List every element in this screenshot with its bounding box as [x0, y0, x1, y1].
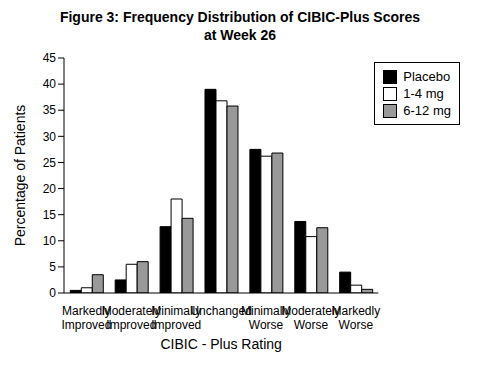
svg-text:25: 25 — [43, 156, 57, 170]
html-text:1-4 mg: 1-4 mg — [403, 86, 444, 101]
html-text:Markedly: Markedly — [62, 304, 111, 318]
html-text:Improved: Improved — [151, 318, 202, 332]
svg-text:10: 10 — [43, 234, 57, 248]
html-text:Placebo: Placebo — [403, 69, 451, 84]
html-text:Moderately: Moderately — [281, 304, 341, 318]
html-text:Figure 3: Frequency Distributi: Figure 3: Frequency Distribution of CIBI… — [59, 9, 421, 43]
svg-text:MarkedlyWorse: MarkedlyWorse — [332, 304, 381, 332]
html-text:Improved: Improved — [106, 318, 157, 332]
html-text:Minimally: Minimally — [151, 304, 202, 318]
svg-text:Unchanged: Unchanged — [190, 304, 252, 318]
svg-text:CIBIC - Plus Rating: CIBIC - Plus Rating — [160, 336, 281, 352]
svg-text:35: 35 — [43, 103, 57, 117]
svg-text:20: 20 — [43, 182, 57, 196]
html-text:Minimally: Minimally — [241, 304, 292, 318]
svg-text:0: 0 — [49, 286, 56, 300]
svg-text:40: 40 — [43, 77, 57, 91]
svg-text:45: 45 — [43, 51, 57, 65]
html-text:Improved: Improved — [61, 318, 112, 332]
svg-text:30: 30 — [43, 130, 57, 144]
svg-text:5: 5 — [49, 260, 56, 274]
svg-text:15: 15 — [43, 208, 57, 222]
html-text:6-12 mg: 6-12 mg — [403, 103, 451, 118]
html-text:Moderately: Moderately — [101, 304, 161, 318]
html-text:Worse: Worse — [248, 318, 284, 332]
html-text:Worse: Worse — [293, 318, 329, 332]
svg-text:Percentage of Patients: Percentage of Patients — [12, 105, 28, 247]
